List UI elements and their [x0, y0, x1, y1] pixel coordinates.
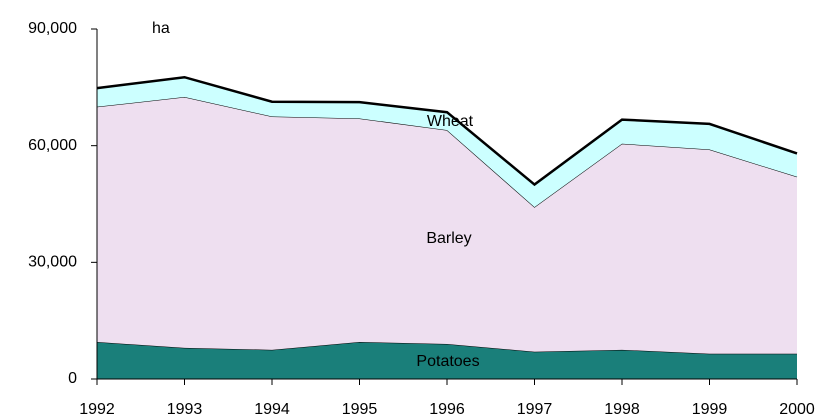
- x-tick-label: 1999: [692, 401, 728, 418]
- y-tick-label: 60,000: [28, 137, 77, 154]
- y-tick-label: 0: [68, 370, 77, 387]
- x-tick-label: 1994: [254, 401, 290, 418]
- area: [97, 77, 797, 208]
- series-label: Barley: [426, 230, 471, 247]
- area: [97, 342, 797, 379]
- x-tick-label: 2000: [779, 401, 815, 418]
- y-tick-label: 90,000: [28, 20, 77, 37]
- x-tick-label: 1993: [167, 401, 203, 418]
- x-tick-label: 1995: [342, 401, 378, 418]
- x-tick-label: 1997: [517, 401, 553, 418]
- y-unit-label: ha: [152, 20, 170, 37]
- area: [97, 97, 797, 354]
- x-tick-label: 1996: [429, 401, 465, 418]
- series-label: Wheat: [427, 113, 474, 130]
- y-tick-label: 30,000: [28, 254, 77, 271]
- series-label: Potatoes: [416, 353, 479, 370]
- area-edge: [96, 75, 798, 187]
- x-tick-label: 1998: [604, 401, 640, 418]
- x-tick-label: 1992: [79, 401, 115, 418]
